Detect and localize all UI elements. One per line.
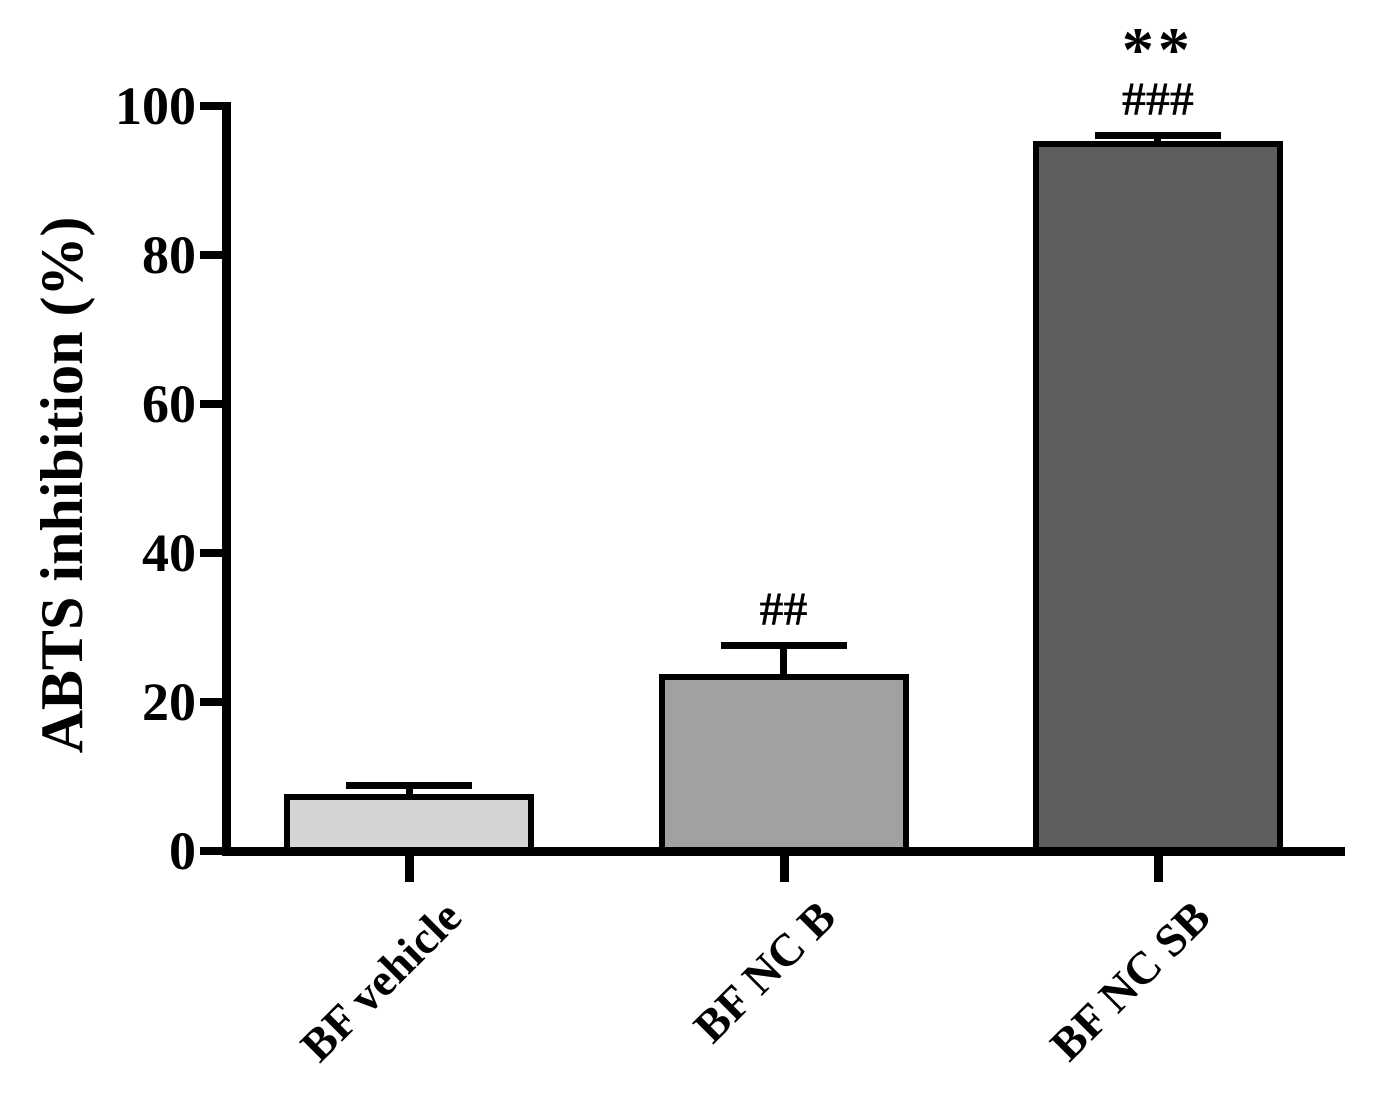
significance-stars: ** <box>1121 14 1194 86</box>
bar-3 <box>1032 140 1283 853</box>
error-bar-cap <box>720 642 847 650</box>
y-axis-tick-label: 60 <box>142 374 196 434</box>
y-axis-line <box>222 102 231 856</box>
significance-hashes: ### <box>1121 73 1194 127</box>
error-bar-stem <box>405 784 413 804</box>
x-axis-tick <box>1153 856 1163 882</box>
y-axis-tick-label: 0 <box>169 821 196 881</box>
y-axis-tick <box>200 698 222 706</box>
x-axis-category-label: BF NC SB <box>1040 890 1220 1071</box>
y-axis-tick <box>200 251 222 259</box>
y-axis-tick-label: 20 <box>142 672 196 732</box>
bar-1 <box>284 794 535 853</box>
y-axis-tick <box>200 400 222 408</box>
y-axis-tick-label: 100 <box>115 76 196 136</box>
error-bar-stem <box>780 645 787 684</box>
y-axis-tick-label: 40 <box>142 523 196 583</box>
error-bar-cap <box>1094 132 1221 140</box>
bar-2 <box>658 674 909 853</box>
y-axis-tick <box>200 847 222 855</box>
y-axis-tick <box>200 102 222 110</box>
x-axis-line <box>222 847 1345 856</box>
x-axis-category-label: BF NC B <box>684 890 846 1053</box>
error-bar-cap <box>346 781 473 789</box>
significance-hashes: ## <box>759 583 808 637</box>
x-axis-category-label: BF vehicle <box>290 890 472 1072</box>
x-axis-tick <box>779 856 789 882</box>
x-axis-tick <box>405 856 415 882</box>
y-axis-tick <box>200 549 222 557</box>
y-axis-tick-label: 80 <box>142 225 196 285</box>
y-axis-title: ABTS inhibition (%) <box>29 216 95 754</box>
